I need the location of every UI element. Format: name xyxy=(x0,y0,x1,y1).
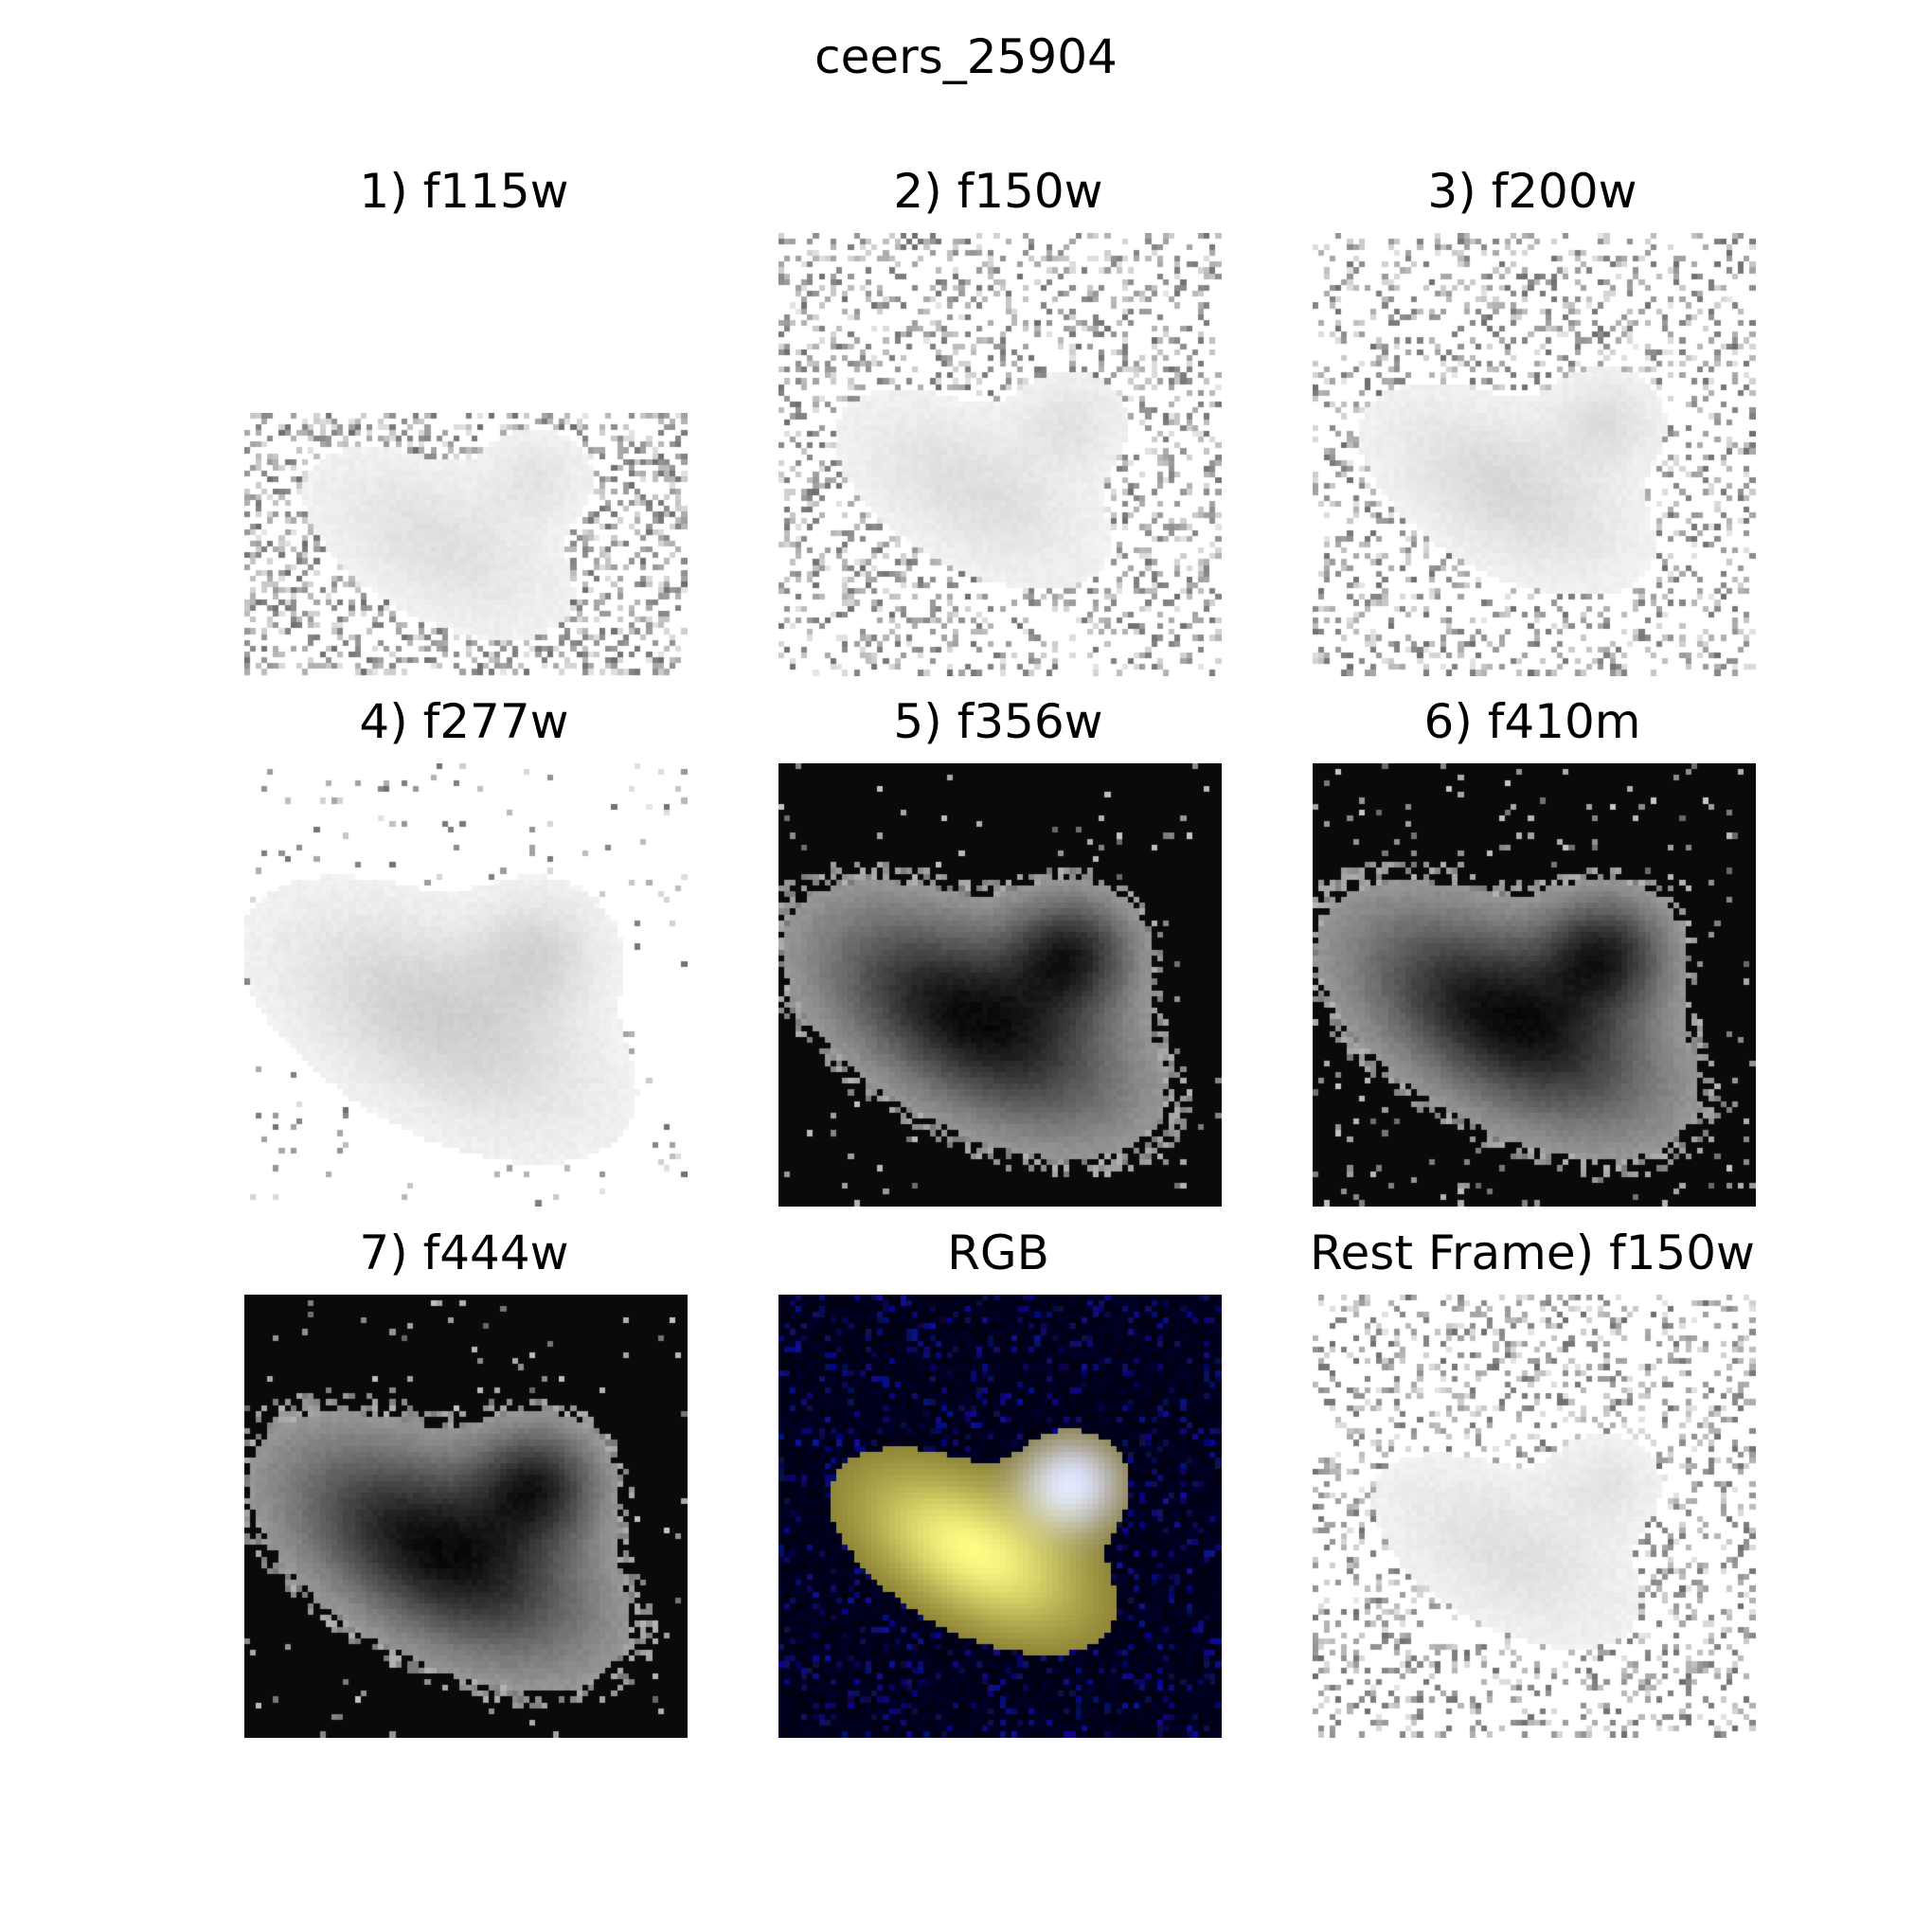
panel-image-f200w xyxy=(1313,233,1756,676)
panel-image-f277w xyxy=(244,763,688,1207)
panel-title-rest-frame-f150w: Rest Frame) f150w xyxy=(1310,1225,1755,1280)
panel-title-f444w: 7) f444w xyxy=(359,1225,569,1280)
panel-image-rest-frame-f150w xyxy=(1313,1295,1756,1738)
panel-title-f150w: 2) f150w xyxy=(893,164,1103,219)
panel-image-rgb xyxy=(778,1295,1222,1738)
panel-image-f150w xyxy=(778,233,1222,676)
panel-title-f277w: 4) f277w xyxy=(359,694,569,749)
panel-image-f115w xyxy=(244,413,688,676)
panel-image-f410m xyxy=(1313,763,1756,1207)
figure-title: ceers_25904 xyxy=(814,29,1118,84)
panel-title-f410m: 6) f410m xyxy=(1423,694,1641,749)
panel-title-f356w: 5) f356w xyxy=(893,694,1103,749)
panel-title-rgb: RGB xyxy=(947,1225,1049,1280)
panel-title-f115w: 1) f115w xyxy=(359,164,569,219)
panel-image-f444w xyxy=(244,1295,688,1738)
panel-image-f356w xyxy=(778,763,1222,1207)
panel-title-f200w: 3) f200w xyxy=(1427,164,1637,219)
